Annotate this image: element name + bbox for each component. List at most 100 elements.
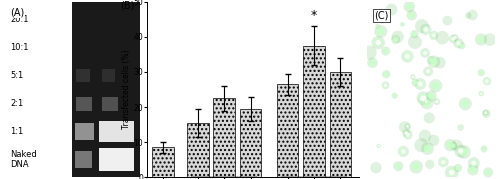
Text: Naked
DNA: Naked DNA <box>10 150 37 169</box>
Point <box>382 73 390 76</box>
Point <box>422 28 430 31</box>
Point <box>375 144 383 147</box>
Point <box>424 147 432 150</box>
Point <box>469 168 477 171</box>
Bar <box>276 84 298 177</box>
Point <box>368 61 376 64</box>
Point <box>424 70 432 73</box>
Text: (A): (A) <box>10 7 24 17</box>
Point <box>416 98 424 101</box>
Point <box>478 92 486 95</box>
Point <box>433 100 441 103</box>
Point <box>470 162 478 165</box>
Point <box>454 167 462 170</box>
Point <box>477 38 485 41</box>
Point <box>420 97 428 100</box>
Point <box>427 59 435 61</box>
Point <box>374 25 382 28</box>
Point <box>478 92 486 95</box>
Point <box>404 134 412 136</box>
Point <box>402 132 410 134</box>
Point <box>420 97 428 100</box>
Point <box>400 150 407 153</box>
Point <box>404 134 412 136</box>
Point <box>454 42 462 45</box>
Point <box>469 168 477 171</box>
Point <box>377 30 385 33</box>
Point <box>411 40 419 43</box>
Text: 20:1: 20:1 <box>10 15 29 24</box>
Point <box>464 14 472 17</box>
Point <box>374 41 382 44</box>
FancyBboxPatch shape <box>99 148 134 171</box>
Point <box>448 171 456 174</box>
Point <box>440 161 448 163</box>
FancyBboxPatch shape <box>102 69 116 82</box>
Point <box>478 71 486 74</box>
Point <box>409 76 417 78</box>
Point <box>422 28 430 31</box>
Point <box>482 111 490 114</box>
Point <box>452 144 460 147</box>
Text: 2:1: 2:1 <box>10 99 24 108</box>
Point <box>382 73 390 76</box>
Point <box>451 36 459 39</box>
Point <box>446 144 454 147</box>
FancyBboxPatch shape <box>102 96 118 111</box>
Point <box>456 150 464 153</box>
Point <box>375 144 383 147</box>
Point <box>421 52 429 54</box>
Point <box>424 70 432 73</box>
Point <box>408 14 416 17</box>
Point <box>402 132 410 134</box>
Point <box>366 51 374 54</box>
Point <box>422 28 430 31</box>
Point <box>382 84 390 87</box>
Point <box>416 98 424 101</box>
Point <box>398 23 406 26</box>
Point <box>382 50 390 52</box>
Point <box>374 41 382 44</box>
Point <box>478 92 486 95</box>
Point <box>460 151 468 154</box>
Point <box>404 55 411 58</box>
Point <box>483 80 491 83</box>
FancyBboxPatch shape <box>99 121 134 142</box>
Point <box>427 95 435 98</box>
Text: 5:1: 5:1 <box>10 71 24 80</box>
Point <box>409 76 417 78</box>
Point <box>368 61 376 64</box>
Point <box>400 150 407 153</box>
Point <box>468 14 476 16</box>
Point <box>421 52 429 54</box>
Point <box>375 144 383 147</box>
FancyBboxPatch shape <box>72 2 140 177</box>
Point <box>451 36 459 39</box>
Point <box>409 76 417 78</box>
Point <box>390 94 398 97</box>
Point <box>456 150 464 153</box>
FancyBboxPatch shape <box>75 151 92 168</box>
Point <box>404 134 412 136</box>
Point <box>404 125 411 128</box>
Point <box>430 60 438 63</box>
Point <box>427 95 435 98</box>
Point <box>416 98 424 101</box>
Bar <box>214 98 235 177</box>
Point <box>421 135 429 137</box>
Point <box>450 144 458 147</box>
Text: (C): (C) <box>374 11 389 21</box>
FancyBboxPatch shape <box>5 2 75 177</box>
Point <box>422 100 430 103</box>
Point <box>451 36 459 39</box>
Point <box>450 144 458 147</box>
Point <box>480 147 488 150</box>
Point <box>430 34 438 37</box>
Y-axis label: Transfected cells (%): Transfected cells (%) <box>122 50 131 129</box>
Point <box>404 125 411 128</box>
Point <box>406 5 413 8</box>
Point <box>454 167 462 170</box>
Point <box>374 41 382 44</box>
Point <box>438 36 446 39</box>
Point <box>480 147 488 150</box>
